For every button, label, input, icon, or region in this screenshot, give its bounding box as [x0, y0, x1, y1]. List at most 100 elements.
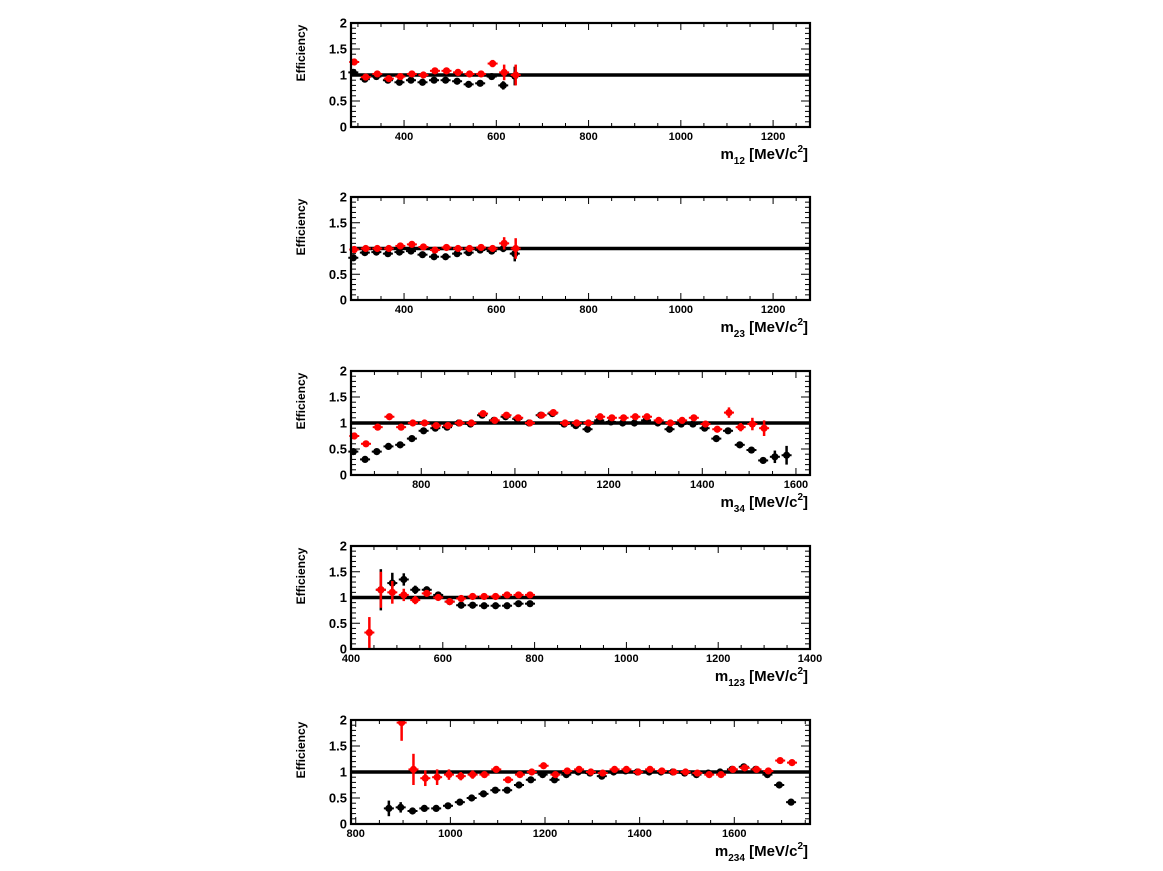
x-tick-label: 1400: [627, 828, 651, 840]
data-point: [377, 586, 385, 594]
data-point: [442, 67, 451, 75]
data-point: [747, 446, 756, 454]
x-tick-label: 1000: [614, 653, 638, 665]
data-point: [395, 248, 404, 256]
x-tick-label: 1000: [669, 131, 693, 143]
data-point: [431, 246, 439, 254]
data-point: [442, 243, 451, 252]
data-point: [712, 435, 720, 443]
data-point: [476, 79, 484, 87]
y-tick-label: 0.5: [329, 442, 347, 457]
data-point: [480, 592, 488, 601]
y-axis-label: Efficiency: [294, 372, 308, 429]
x-tick-label: 1400: [798, 653, 822, 665]
x-tick-label: 1600: [784, 479, 808, 491]
data-point: [782, 451, 791, 459]
data-point: [788, 759, 796, 767]
data-point: [467, 419, 475, 427]
y-tick-label: 1: [340, 590, 347, 605]
data-point: [502, 411, 511, 419]
data-point: [670, 768, 678, 776]
x-tick-label: 1000: [438, 828, 462, 840]
data-point: [488, 72, 496, 81]
data-point: [729, 765, 737, 774]
data-point: [453, 77, 461, 85]
x-tick-label: 800: [579, 304, 597, 316]
data-point: [771, 453, 779, 461]
data-point: [457, 601, 465, 609]
data-point: [512, 244, 520, 253]
data-point: [760, 424, 768, 432]
x-tick-label: 400: [395, 131, 413, 143]
data-point: [408, 70, 416, 78]
data-point: [420, 419, 429, 427]
data-point: [479, 790, 488, 798]
data-point: [477, 243, 485, 252]
data-point: [408, 240, 416, 248]
data-point: [456, 419, 464, 427]
data-point: [350, 58, 358, 66]
x-tick-label: 1200: [596, 479, 620, 491]
data-point: [678, 416, 686, 424]
data-point: [373, 244, 381, 253]
data-point: [420, 804, 428, 813]
data-point: [599, 769, 607, 777]
series-black: [375, 569, 536, 611]
x-tick-label: 1200: [761, 304, 785, 316]
x-tick-label: 400: [395, 304, 413, 316]
data-point: [480, 602, 488, 610]
data-point: [418, 251, 427, 259]
data-point: [431, 67, 439, 75]
data-point: [419, 243, 428, 251]
data-point: [469, 771, 477, 779]
data-point: [539, 762, 548, 770]
data-point: [385, 804, 393, 813]
data-point: [395, 78, 404, 86]
y-tick-label: 0: [340, 293, 347, 308]
series-black: [348, 410, 792, 465]
data-point: [515, 781, 523, 789]
y-tick-label: 1: [340, 241, 347, 256]
data-point: [397, 803, 405, 811]
data-point: [374, 423, 382, 431]
data-point: [457, 772, 465, 780]
data-point: [407, 247, 415, 255]
data-point: [584, 419, 593, 427]
data-point: [491, 592, 500, 601]
data-point: [407, 76, 415, 84]
data-point: [409, 765, 418, 774]
data-point: [759, 456, 767, 465]
data-point: [454, 68, 462, 76]
y-tick-label: 1: [340, 68, 347, 83]
data-point: [655, 416, 663, 424]
data-point: [736, 441, 744, 449]
data-point: [350, 432, 358, 440]
data-point: [538, 411, 546, 419]
data-point: [551, 771, 560, 779]
plot-frame: [349, 195, 812, 302]
data-point: [563, 767, 571, 775]
series-red: [349, 58, 521, 86]
series-red: [396, 719, 798, 787]
data-point: [434, 593, 442, 602]
data-point: [634, 768, 642, 776]
data-point: [724, 427, 732, 435]
data-point: [446, 598, 454, 606]
data-point: [362, 244, 370, 253]
data-point: [479, 410, 487, 418]
x-tick-label: 1000: [503, 479, 527, 491]
x-tick-label: 1200: [533, 828, 557, 840]
data-point: [608, 414, 616, 422]
data-point: [400, 575, 408, 584]
series-red: [349, 407, 770, 448]
data-point: [396, 242, 404, 250]
data-point: [465, 244, 474, 253]
data-point: [430, 76, 438, 84]
x-axis-label: m12 [MeV/c2]: [720, 144, 808, 167]
y-tick-label: 0.5: [329, 791, 347, 806]
series-red: [364, 571, 536, 648]
y-tick-label: 1.5: [329, 42, 347, 57]
data-point: [619, 414, 628, 422]
data-point: [421, 774, 429, 782]
data-point: [491, 786, 499, 794]
